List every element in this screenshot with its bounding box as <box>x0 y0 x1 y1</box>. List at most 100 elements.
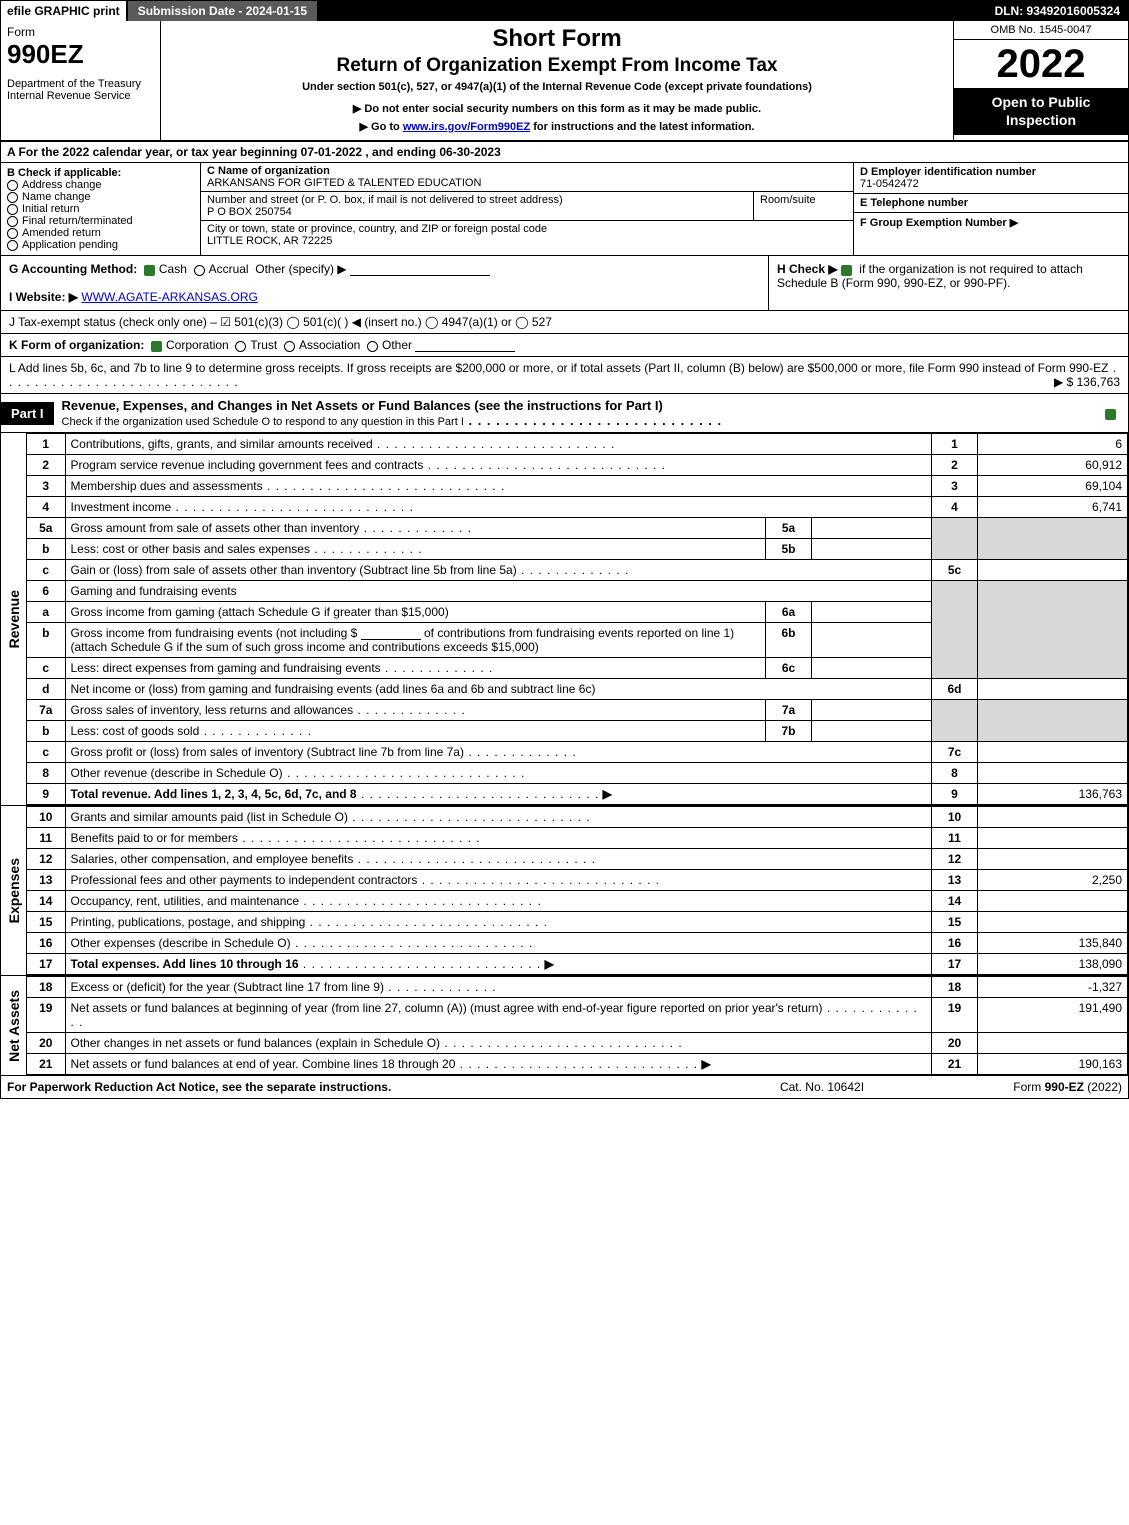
line-19-value: 191,490 <box>978 998 1128 1033</box>
bullet-ssn: ▶ Do not enter social security numbers o… <box>167 101 947 119</box>
room-suite-label: Room/suite <box>753 192 853 220</box>
row-j-tax-exempt: J Tax-exempt status (check only one) – ☑… <box>1 311 1128 334</box>
gross-receipts-amount: ▶ $ 136,763 <box>1054 375 1120 389</box>
part-i-header: Part I Revenue, Expenses, and Changes in… <box>1 394 1128 433</box>
header-left: Form 990EZ Department of the Treasury In… <box>1 21 161 140</box>
line-21-value: 190,163 <box>978 1054 1128 1075</box>
chk-schedule-o[interactable] <box>1105 409 1116 420</box>
tax-year: 2022 <box>954 40 1128 84</box>
accounting-method: G Accounting Method: Cash Accrual Other … <box>1 256 768 310</box>
line-18-value: -1,327 <box>978 977 1128 998</box>
header-bullets: ▶ Do not enter social security numbers o… <box>167 101 947 136</box>
line-7c-value <box>978 742 1128 763</box>
line-14-value <box>978 891 1128 912</box>
line-6d-value <box>978 679 1128 700</box>
part-i-tab: Part I <box>1 402 54 425</box>
line-1-value: 6 <box>978 434 1128 455</box>
c-name-label: C Name of organization <box>207 165 330 177</box>
line-12-value <box>978 849 1128 870</box>
row-k-form-org: K Form of organization: Corporation Trus… <box>1 334 1128 357</box>
header-right: OMB No. 1545-0047 2022 Open to Public In… <box>953 21 1128 140</box>
title-return: Return of Organization Exempt From Incom… <box>167 55 947 77</box>
org-name: ARKANSANS FOR GIFTED & TALENTED EDUCATIO… <box>207 177 481 189</box>
paperwork-notice: For Paperwork Reduction Act Notice, see … <box>7 1080 722 1094</box>
tel-label: E Telephone number <box>860 197 968 209</box>
section-b: B Check if applicable: Address change Na… <box>1 163 201 255</box>
other-org-line[interactable] <box>415 338 515 352</box>
other-specify-line[interactable] <box>350 262 490 276</box>
ein-value: 71-0542472 <box>860 178 919 190</box>
line-6b-sub[interactable] <box>812 623 932 658</box>
net-assets-table: 18Excess or (deficit) for the year (Subt… <box>27 976 1128 1075</box>
section-def: D Employer identification number 71-0542… <box>853 163 1128 255</box>
chk-association[interactable] <box>284 341 295 352</box>
irs-link[interactable]: www.irs.gov/Form990EZ <box>403 121 530 133</box>
chk-final-return[interactable] <box>7 216 18 227</box>
line-17-value: 138,090 <box>978 954 1128 975</box>
line-9-value: 136,763 <box>978 784 1128 805</box>
form-ref: Form 990-EZ (2022) <box>922 1080 1122 1094</box>
line-2-value: 60,912 <box>978 455 1128 476</box>
group-exemption-label: F Group Exemption Number ▶ <box>860 217 1018 229</box>
line-6a-sub[interactable] <box>812 602 932 623</box>
form-number: 990EZ <box>7 39 84 69</box>
website-label: I Website: ▶ <box>9 290 78 304</box>
catalog-number: Cat. No. 10642I <box>722 1080 922 1094</box>
section-c: C Name of organization ARKANSANS FOR GIF… <box>201 163 853 255</box>
city-label: City or town, state or province, country… <box>207 223 547 235</box>
line-10-value <box>978 807 1128 828</box>
chk-trust[interactable] <box>235 341 246 352</box>
dept-label: Department of the Treasury Internal Reve… <box>7 78 154 102</box>
revenue-side-label: Revenue <box>6 588 22 650</box>
line-20-value <box>978 1033 1128 1054</box>
chk-initial-return[interactable] <box>7 204 18 215</box>
org-info-block: B Check if applicable: Address change Na… <box>1 163 1128 256</box>
row-a-tax-year: A For the 2022 calendar year, or tax yea… <box>1 142 1128 163</box>
chk-corporation[interactable] <box>151 341 162 352</box>
ein-label: D Employer identification number <box>860 166 1036 178</box>
chk-accrual[interactable] <box>194 265 205 276</box>
chk-application-pending[interactable] <box>7 240 18 251</box>
chk-cash[interactable] <box>144 265 155 276</box>
topbar: efile GRAPHIC print Submission Date - 20… <box>1 1 1128 21</box>
website-link[interactable]: WWW.AGATE-ARKANSAS.ORG <box>81 290 257 304</box>
revenue-section: Revenue 1Contributions, gifts, grants, a… <box>1 433 1128 806</box>
expenses-section: Expenses 10Grants and similar amounts pa… <box>1 806 1128 976</box>
open-to-public: Open to Public Inspection <box>954 88 1128 135</box>
line-4-value: 6,741 <box>978 497 1128 518</box>
row-g-h: G Accounting Method: Cash Accrual Other … <box>1 256 1128 311</box>
form-header: Form 990EZ Department of the Treasury In… <box>1 21 1128 142</box>
street-label: Number and street (or P. O. box, if mail… <box>207 194 563 206</box>
revenue-table: 1Contributions, gifts, grants, and simil… <box>27 433 1128 805</box>
line-7a-sub[interactable] <box>812 700 932 721</box>
form-990ez-page: efile GRAPHIC print Submission Date - 20… <box>0 0 1129 1099</box>
header-center: Short Form Return of Organization Exempt… <box>161 21 953 140</box>
omb-number: OMB No. 1545-0047 <box>954 21 1128 40</box>
line-3-value: 69,104 <box>978 476 1128 497</box>
line-5a-sub[interactable] <box>812 518 932 539</box>
submission-date: Submission Date - 2024-01-15 <box>128 1 318 21</box>
chk-name-change[interactable] <box>7 192 18 203</box>
efile-print-label: efile GRAPHIC print <box>1 1 128 21</box>
section-b-title: B Check if applicable: <box>7 167 194 179</box>
subnote: Under section 501(c), 527, or 4947(a)(1)… <box>167 81 947 93</box>
line-5c-value <box>978 560 1128 581</box>
chk-amended-return[interactable] <box>7 228 18 239</box>
street-value: P O BOX 250754 <box>207 206 292 218</box>
city-value: LITTLE ROCK, AR 72225 <box>207 235 332 247</box>
line-13-value: 2,250 <box>978 870 1128 891</box>
chk-address-change[interactable] <box>7 180 18 191</box>
net-assets-section: Net Assets 18Excess or (deficit) for the… <box>1 976 1128 1075</box>
form-word: Form <box>7 25 35 39</box>
line-6c-sub[interactable] <box>812 658 932 679</box>
chk-other-org[interactable] <box>367 341 378 352</box>
line-5b-sub[interactable] <box>812 539 932 560</box>
page-footer: For Paperwork Reduction Act Notice, see … <box>1 1075 1128 1098</box>
line-7b-sub[interactable] <box>812 721 932 742</box>
title-short-form: Short Form <box>167 25 947 53</box>
line-16-value: 135,840 <box>978 933 1128 954</box>
line-15-value <box>978 912 1128 933</box>
line-11-value <box>978 828 1128 849</box>
expenses-table: 10Grants and similar amounts paid (list … <box>27 806 1128 975</box>
chk-schedule-b[interactable] <box>841 265 852 276</box>
